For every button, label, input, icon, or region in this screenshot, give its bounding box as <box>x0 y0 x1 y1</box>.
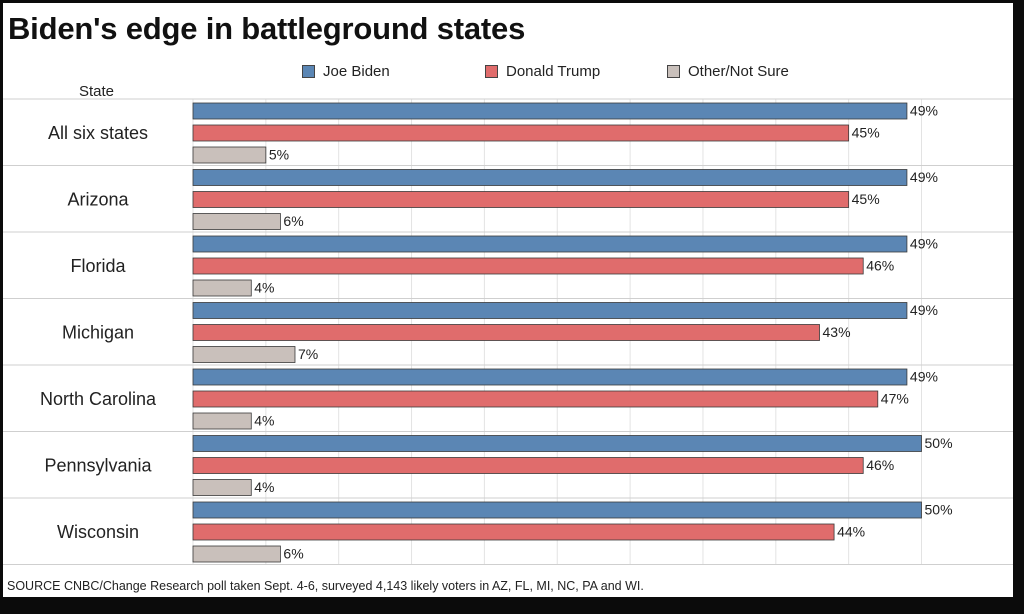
value-label-donald-trump-michigan: 43% <box>823 324 851 340</box>
value-label-donald-trump-florida: 46% <box>866 258 894 274</box>
value-label-joe-biden-pennsylvania: 50% <box>925 435 953 451</box>
bar-other-not-sure-arizona <box>192 213 281 230</box>
state-label-florida: Florida <box>70 256 126 276</box>
state-label-arizona: Arizona <box>67 190 129 210</box>
chart-frame: Biden's edge in battleground states Joe … <box>3 3 1013 597</box>
bar-other-not-sure-michigan <box>192 346 296 363</box>
bar-other-not-sure-north-carolina <box>192 412 252 430</box>
legend-swatch-biden <box>302 65 315 78</box>
value-label-donald-trump-pennsylvania: 46% <box>866 457 894 473</box>
value-label-other-not-sure-wisconsin: 6% <box>283 546 303 562</box>
legend-swatch-other <box>667 65 680 78</box>
state-label-wisconsin: Wisconsin <box>57 522 139 542</box>
value-label-other-not-sure-arizona: 6% <box>283 213 303 229</box>
legend-item-trump: Donald Trump <box>485 63 600 80</box>
bar-donald-trump-michigan <box>192 324 820 341</box>
bar-donald-trump-all-six-states <box>192 124 850 142</box>
state-column-header: State <box>79 83 115 100</box>
value-label-donald-trump-north-carolina: 47% <box>881 391 909 407</box>
bar-donald-trump-wisconsin <box>192 523 835 541</box>
bar-other-not-sure-all-six-states <box>192 146 267 164</box>
bar-chart-plot: All six states 49% 45% 5% Arizona 49% 45% 6% Flo… <box>3 98 1013 565</box>
value-label-other-not-sure-michigan: 7% <box>298 346 318 362</box>
value-label-other-not-sure-north-carolina: 4% <box>254 413 274 429</box>
source-note: SOURCE CNBC/Change Research poll taken S… <box>7 579 644 593</box>
bar-donald-trump-pennsylvania <box>192 457 864 474</box>
state-label-north-carolina: North Carolina <box>40 389 157 409</box>
bar-joe-biden-florida <box>192 235 908 253</box>
bar-joe-biden-all-six-states <box>192 102 908 120</box>
value-label-donald-trump-arizona: 45% <box>852 191 880 207</box>
logo-text: CNBC <box>961 586 993 597</box>
value-label-joe-biden-wisconsin: 50% <box>925 502 953 518</box>
cnbc-logo: CNBC <box>951 565 1003 597</box>
bar-joe-biden-arizona <box>192 169 908 186</box>
value-label-joe-biden-all-six-states: 49% <box>910 103 938 119</box>
peacock-icon <box>962 570 992 589</box>
value-label-donald-trump-wisconsin: 44% <box>837 524 865 540</box>
value-label-joe-biden-michigan: 49% <box>910 302 938 318</box>
value-label-joe-biden-arizona: 49% <box>910 169 938 185</box>
state-label-all-six-states: All six states <box>48 123 148 143</box>
value-label-other-not-sure-all-six-states: 5% <box>269 147 289 163</box>
bar-other-not-sure-florida <box>192 279 252 297</box>
bar-joe-biden-wisconsin <box>192 501 922 519</box>
state-label-pennsylvania: Pennsylvania <box>44 456 152 476</box>
bar-donald-trump-north-carolina <box>192 390 879 408</box>
value-label-other-not-sure-florida: 4% <box>254 280 274 296</box>
bar-joe-biden-pennsylvania <box>192 435 922 452</box>
bar-donald-trump-arizona <box>192 191 850 208</box>
bar-donald-trump-florida <box>192 257 864 275</box>
value-label-donald-trump-all-six-states: 45% <box>852 125 880 141</box>
legend-item-biden: Joe Biden <box>302 63 390 80</box>
value-label-other-not-sure-pennsylvania: 4% <box>254 479 274 495</box>
bar-other-not-sure-pennsylvania <box>192 479 252 496</box>
legend: Joe Biden Donald Trump Other/Not Sure <box>3 63 1013 85</box>
chart-title: Biden's edge in battleground states <box>8 11 526 46</box>
value-label-joe-biden-florida: 49% <box>910 236 938 252</box>
bar-other-not-sure-wisconsin <box>192 545 281 563</box>
legend-label-biden: Joe Biden <box>323 63 390 80</box>
legend-label-other: Other/Not Sure <box>688 63 789 80</box>
state-label-michigan: Michigan <box>62 323 134 343</box>
bar-joe-biden-michigan <box>192 302 908 319</box>
bar-joe-biden-north-carolina <box>192 368 908 386</box>
legend-swatch-trump <box>485 65 498 78</box>
legend-label-trump: Donald Trump <box>506 63 601 80</box>
legend-item-other: Other/Not Sure <box>667 63 789 80</box>
value-label-joe-biden-north-carolina: 49% <box>910 369 938 385</box>
